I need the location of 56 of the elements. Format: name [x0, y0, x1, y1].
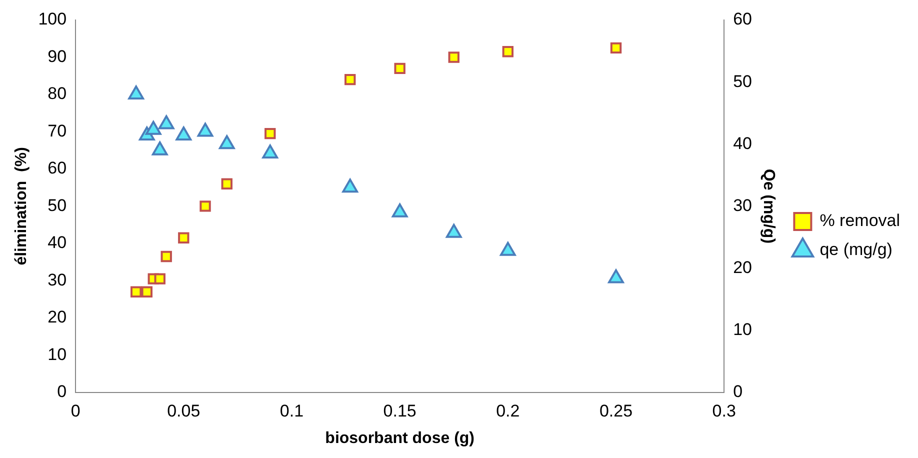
point — [130, 286, 142, 298]
x-tick-label: 0.1 — [280, 401, 304, 420]
legend-label: % removal — [820, 211, 900, 230]
point — [158, 115, 174, 130]
y2-tick-label: 60 — [733, 10, 752, 29]
point — [610, 42, 622, 54]
y-tick-label: 80 — [48, 84, 67, 104]
y2-tick-label: 30 — [733, 196, 752, 215]
point — [200, 200, 211, 212]
legend-label: qe (mg/g) — [820, 240, 892, 260]
point — [176, 126, 192, 140]
y-axis-title: élimination (%) — [13, 147, 30, 266]
y-tick-label: 20 — [48, 308, 67, 327]
point — [394, 62, 406, 74]
point — [446, 224, 462, 238]
point — [608, 269, 624, 284]
y-tick-label: 50 — [48, 196, 67, 215]
point — [145, 120, 162, 135]
y-tick-label: 70 — [48, 121, 67, 140]
point — [152, 141, 168, 156]
y2-tick-label: 40 — [733, 134, 752, 153]
point — [128, 85, 144, 100]
x-tick-label: 0.2 — [496, 401, 520, 420]
y-tick-label: 60 — [48, 158, 67, 178]
y-tick-label: 90 — [48, 46, 67, 66]
y2-axis-title: Qe (mg/g) — [760, 168, 778, 244]
point — [154, 273, 166, 284]
y2-tick-label: 0 — [733, 382, 743, 402]
y-tick-label: 100 — [38, 10, 67, 29]
point — [500, 242, 516, 256]
x-tick-label: 0 — [70, 401, 80, 420]
y2-tick-label: 10 — [733, 320, 752, 340]
point — [502, 46, 514, 58]
y-tick-label: 30 — [48, 270, 67, 290]
y-tick-label: 10 — [48, 344, 67, 364]
point — [218, 135, 235, 150]
x-tick-label: 0.15 — [383, 401, 416, 420]
point — [178, 232, 190, 244]
point — [262, 144, 278, 158]
y-tick-label: 0 — [57, 382, 67, 402]
point — [342, 178, 358, 193]
x-tick-label: 0.25 — [599, 401, 633, 420]
x-tick-label: 0.3 — [712, 401, 736, 420]
y2-tick-label: 20 — [733, 258, 752, 277]
point — [197, 122, 214, 137]
point — [448, 52, 460, 63]
point — [160, 250, 172, 262]
y-tick-label: 40 — [48, 233, 67, 252]
x-axis-title: biosorbant dose (g) — [325, 430, 474, 447]
point — [221, 178, 232, 190]
x-tick-label: 0.05 — [167, 401, 200, 420]
point — [392, 203, 408, 218]
point — [264, 128, 276, 140]
point — [344, 74, 356, 86]
point — [141, 286, 152, 298]
y2-tick-label: 50 — [733, 72, 752, 91]
